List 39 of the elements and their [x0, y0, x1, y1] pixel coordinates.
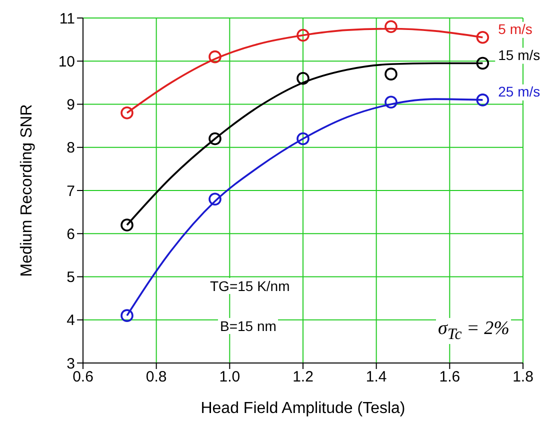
x-tick-label: 1.2: [292, 368, 314, 386]
point: [296, 132, 310, 146]
annotation: TG=15 K/nm: [208, 278, 292, 294]
point: [120, 309, 134, 322]
y-tick-label: 8: [66, 140, 75, 157]
y-tick-label: 4: [66, 312, 75, 330]
y-tick-label: 10: [58, 53, 75, 70]
annotation: σ$_{Tc}$ = 2%: [436, 318, 512, 344]
point: [208, 192, 222, 206]
annotation: B=15 nm: [218, 318, 278, 334]
series-label: 15 m/s: [498, 46, 540, 63]
point: [120, 106, 134, 120]
series-label: 25 m/s: [498, 83, 540, 100]
x-tick-label: 0.8: [146, 368, 167, 386]
x-tick-label: 1.6: [439, 368, 460, 386]
y-tick-label: 11: [59, 10, 75, 28]
point: [384, 96, 398, 108]
x-tick-label: 1.0: [219, 368, 240, 386]
point: [476, 94, 490, 106]
x-axis-title: Head Field Amplitude (Tesla): [200, 400, 406, 417]
x-tick-label: 0.6: [72, 368, 94, 386]
y-tick-label: 6: [66, 226, 75, 243]
point: [120, 218, 134, 232]
point: [476, 31, 490, 44]
x-tick-label: 1.8: [512, 368, 534, 386]
point: [296, 72, 310, 85]
x-tick-label: 1.4: [366, 368, 387, 386]
point: [384, 68, 398, 80]
y-tick-label: 3: [66, 355, 75, 372]
point: [476, 56, 490, 70]
y-tick-label: 7: [66, 182, 75, 200]
series-label: 5 m/s: [498, 20, 532, 37]
y-tick-label: 5: [66, 269, 75, 286]
y-axis-title: Medium Recording SNR: [18, 104, 36, 277]
y-tick-label: 9: [66, 96, 75, 114]
point: [384, 20, 398, 34]
point: [296, 28, 310, 42]
point: [208, 50, 222, 64]
point: [208, 132, 222, 146]
